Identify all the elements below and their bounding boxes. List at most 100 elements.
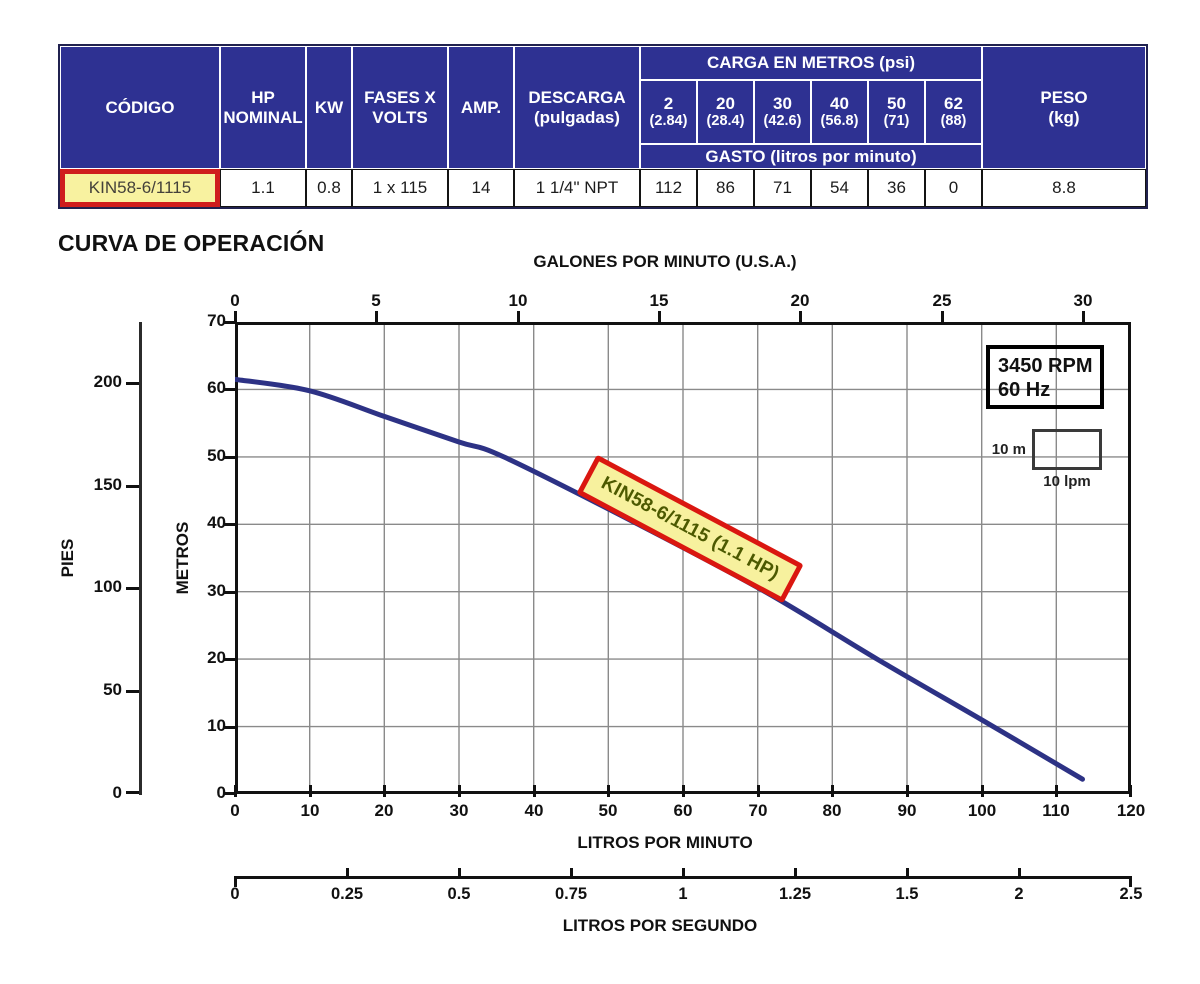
lpm-tick-mark: [309, 785, 312, 797]
lps-axis-line: [235, 876, 1132, 879]
carga-head-1: 2: [663, 94, 674, 114]
metros-tick-label: 0: [216, 783, 226, 802]
carga-psi-6: (88): [940, 113, 967, 130]
carga-head-5: 50: [887, 94, 906, 114]
gpm-tick-mark: [234, 311, 237, 322]
metros-tick-mark: [224, 792, 235, 795]
lpm-tick-label: 20: [374, 801, 394, 820]
carga-head-4: 40: [830, 94, 849, 114]
header-gasto: GASTO (litros por minuto): [640, 144, 982, 169]
gasto-value-1: 112: [654, 178, 683, 197]
cell-gasto-4: 54: [811, 169, 868, 207]
metros-tick-mark: [224, 456, 235, 459]
header-gasto-title: GASTO (litros por minuto): [705, 146, 917, 166]
scale-vertical-label: 10 m: [991, 441, 1026, 458]
lpm-tick-mark: [757, 785, 760, 797]
gpm-tick-mark: [375, 311, 378, 322]
lpm-tick-mark: [981, 785, 984, 797]
cell-fases: 1 x 115: [352, 169, 448, 207]
metros-tick-label: 40: [207, 513, 226, 532]
pies-tick-label: 200: [93, 372, 122, 391]
header-carga-col-3: 30 (42.6): [754, 80, 811, 144]
header-carga-col-2: 20 (28.4): [697, 80, 754, 144]
lps-tick-mark: [794, 868, 797, 877]
carga-psi-3: (42.6): [763, 113, 802, 130]
cell-peso: 8.8: [982, 169, 1146, 207]
header-hp-line2: NOMINAL: [223, 107, 303, 127]
pies-tick-mark: [126, 485, 139, 488]
lpm-tick-mark: [607, 785, 610, 797]
gpm-tick-mark: [941, 311, 944, 322]
gpm-tick-label: 0: [230, 291, 240, 310]
hp-value: 1.1: [251, 178, 275, 197]
carga-psi-4: (56.8): [820, 113, 859, 130]
lpm-tick-label: 70: [748, 801, 768, 820]
lps-tick-label: 0.5: [447, 885, 471, 903]
header-fases-line1: FASES X: [364, 88, 436, 108]
carga-psi-2: (28.4): [706, 113, 745, 130]
lpm-tick-label: 60: [673, 801, 693, 820]
lpm-tick-label: 30: [449, 801, 469, 820]
lps-tick-label: 0.75: [554, 885, 588, 903]
amp-value: 14: [471, 178, 491, 197]
gpm-tick-label: 15: [649, 291, 669, 310]
gpm-tick-mark: [658, 311, 661, 322]
lpm-tick-label: 10: [300, 801, 320, 820]
carga-psi-1: (2.84): [649, 113, 688, 130]
lpm-tick-label: 120: [1116, 801, 1146, 820]
header-carga-col-6: 62 (88): [925, 80, 982, 144]
lps-tick-mark: [458, 868, 461, 877]
rpm-legend-box: 3450 RPM 60 Hz: [986, 345, 1104, 409]
metros-tick-mark: [224, 388, 235, 391]
metros-tick-label: 70: [207, 311, 226, 330]
top-axis-title: GALONES POR MINUTO (U.S.A.): [533, 252, 797, 271]
header-descarga: DESCARGA (pulgadas): [514, 46, 640, 169]
gpm-tick-mark: [517, 311, 520, 322]
cell-gasto-6: 0: [925, 169, 982, 207]
metros-tick-mark: [224, 321, 235, 324]
gpm-tick-label: 5: [371, 291, 381, 310]
pies-axis-title: PIES: [58, 538, 77, 578]
header-hp-nominal: HP NOMINAL: [220, 46, 306, 169]
gasto-value-4: 54: [830, 178, 849, 197]
lpm-tick-mark: [682, 785, 685, 797]
cell-descarga: 1 1/4" NPT: [514, 169, 640, 207]
pies-tick-mark: [126, 382, 139, 385]
metros-tick-mark: [224, 658, 235, 661]
gpm-tick-label: 10: [508, 291, 528, 310]
fases-value: 1 x 115: [372, 178, 428, 197]
cell-gasto-3: 71: [754, 169, 811, 207]
pies-tick-mark: [126, 791, 139, 794]
metros-tick-mark: [224, 523, 235, 526]
gpm-tick-mark: [1082, 311, 1085, 322]
lpm-tick-label: 0: [230, 801, 240, 820]
metros-axis-title: METROS: [173, 521, 192, 595]
rpm-value: 3450 RPM: [998, 355, 1093, 377]
lps-end-tick: [234, 876, 237, 887]
gpm-tick-label: 25: [932, 291, 952, 310]
lpm-tick-mark: [234, 785, 237, 797]
metros-tick-label: 50: [207, 446, 226, 465]
metros-tick-label: 30: [207, 581, 226, 600]
header-fases-line2: VOLTS: [372, 107, 428, 127]
header-descarga-line1: DESCARGA: [528, 88, 626, 108]
cell-kw: 0.8: [306, 169, 352, 207]
hz-value: 60 Hz: [998, 379, 1051, 401]
lpm-tick-label: 100: [967, 801, 997, 820]
header-fases-volts: FASES X VOLTS: [352, 46, 448, 169]
lps-tick-mark: [1018, 868, 1021, 877]
metros-tick-label: 20: [207, 648, 226, 667]
lpm-tick-label: 50: [598, 801, 618, 820]
carga-head-6: 62: [944, 94, 963, 114]
gasto-value-2: 86: [716, 178, 735, 197]
carga-head-3: 30: [773, 94, 792, 114]
lps-end-tick: [1129, 876, 1132, 887]
lps-tick-mark: [570, 868, 573, 877]
lpm-tick-label: 40: [524, 801, 544, 820]
header-carga-title: CARGA EN METROS (psi): [706, 53, 916, 73]
lpm-tick-mark: [906, 785, 909, 797]
cell-hp: 1.1: [220, 169, 306, 207]
lpm-tick-label: 110: [1042, 801, 1070, 820]
lpm-tick-mark: [1129, 785, 1132, 797]
gasto-value-5: 36: [887, 178, 906, 197]
